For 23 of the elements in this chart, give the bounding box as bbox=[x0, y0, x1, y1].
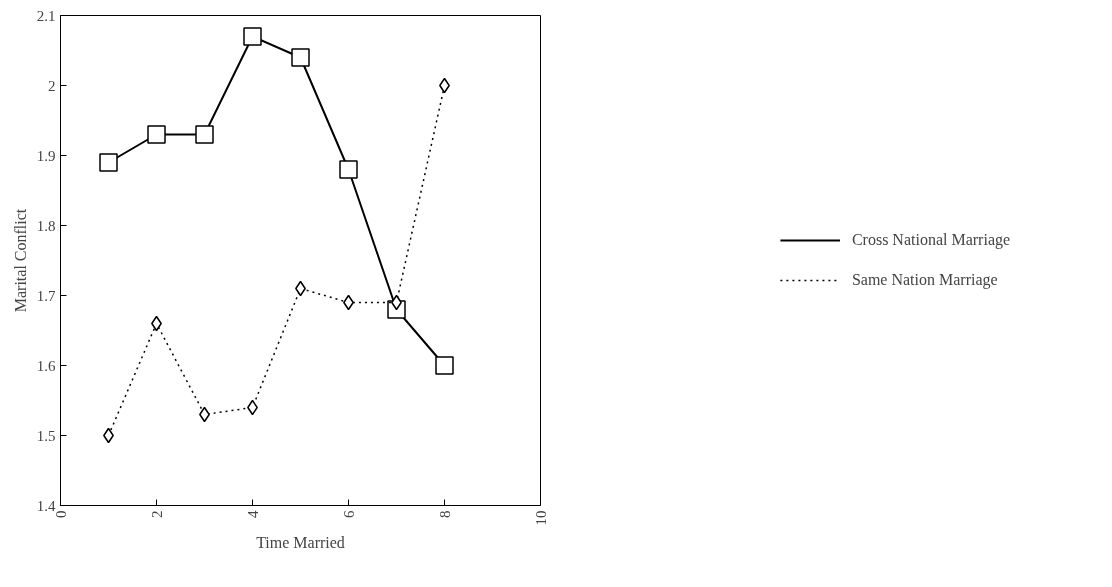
x-tick-label: 10 bbox=[532, 510, 549, 526]
point bbox=[435, 356, 454, 375]
legend-label: Cross National Marriage bbox=[851, 231, 1011, 249]
y-tick-label: 1.9 bbox=[36, 147, 56, 164]
y-tick-label: 2.1 bbox=[36, 7, 56, 24]
y-tick-label: 1.6 bbox=[36, 357, 56, 374]
point bbox=[291, 48, 310, 67]
point bbox=[147, 125, 166, 144]
x-axis-title: Time Married bbox=[256, 533, 345, 551]
y-tick-label: 1.7 bbox=[36, 287, 56, 304]
x-tick-label: 2 bbox=[148, 510, 165, 518]
x-tick-label: 8 bbox=[436, 510, 453, 518]
y-tick-label: 1.5 bbox=[36, 427, 56, 444]
x-tick-label: 6 bbox=[340, 510, 357, 518]
point bbox=[195, 125, 214, 144]
x-tick-label: 4 bbox=[244, 510, 261, 518]
point bbox=[339, 160, 358, 179]
y-axis-title: Marital Conflict bbox=[11, 208, 29, 313]
point bbox=[99, 153, 118, 172]
y-tick-label: 2 bbox=[48, 77, 56, 94]
y-tick-label: 1.8 bbox=[36, 217, 56, 234]
point bbox=[243, 27, 262, 46]
legend-label: Same Nation Marriage bbox=[851, 271, 998, 289]
